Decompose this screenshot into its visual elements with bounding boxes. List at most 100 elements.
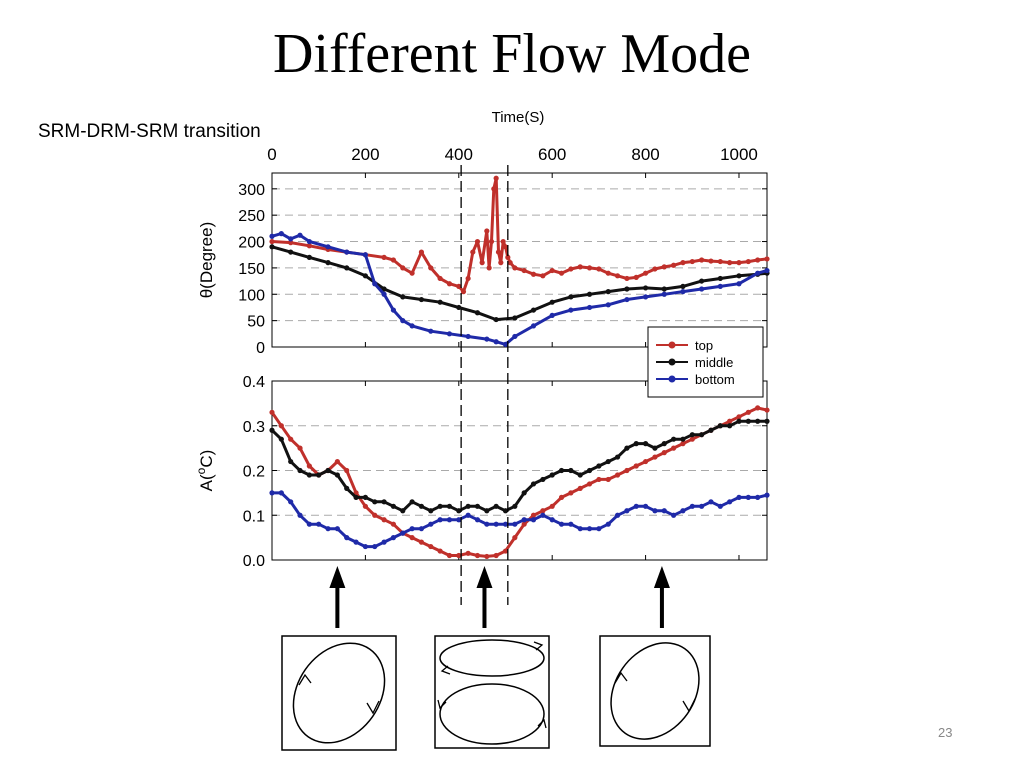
data-point-middle — [474, 503, 481, 509]
up-arrow-head — [653, 566, 670, 588]
data-point-middle — [530, 307, 537, 313]
data-point-middle — [521, 490, 527, 496]
data-point-top — [493, 175, 499, 181]
data-point-middle — [409, 499, 415, 505]
data-point-top — [409, 535, 415, 541]
data-point-middle — [512, 503, 518, 509]
data-point-top — [486, 265, 492, 271]
data-point-top — [484, 553, 490, 560]
legend-marker-top — [668, 341, 676, 349]
x-tick-label: 800 — [631, 145, 659, 164]
data-point-top — [540, 273, 546, 279]
data-point-top — [456, 552, 462, 559]
data-point-middle — [400, 508, 406, 514]
data-point-middle — [549, 472, 555, 478]
data-point-middle — [577, 472, 583, 478]
data-point-bottom — [689, 503, 695, 509]
data-point-top — [568, 266, 574, 272]
y-tick-label: 0.0 — [243, 553, 265, 570]
data-point-bottom — [409, 323, 415, 329]
data-point-middle — [596, 463, 602, 469]
data-point-top — [381, 254, 387, 260]
data-point-top — [727, 418, 733, 424]
data-point-top — [493, 552, 499, 559]
data-point-top — [512, 535, 518, 541]
data-point-bottom — [708, 499, 714, 505]
data-point-top — [269, 238, 275, 245]
upper-roll — [439, 639, 545, 677]
data-point-top — [446, 552, 453, 559]
series-line-middle — [271, 245, 768, 322]
data-point-bottom — [362, 252, 368, 258]
y-tick-label: 300 — [238, 182, 265, 199]
data-point-middle — [680, 283, 686, 289]
data-point-bottom — [764, 492, 770, 498]
data-point-top — [502, 548, 509, 554]
data-point-top — [745, 258, 751, 265]
data-point-middle — [661, 286, 667, 292]
data-point-top — [596, 266, 602, 272]
data-point-bottom — [334, 526, 340, 532]
data-point-top — [624, 275, 630, 282]
data-point-middle — [325, 467, 331, 474]
chart-subtitle: SRM-DRM-SRM transition — [38, 121, 261, 142]
data-point-middle — [288, 249, 294, 255]
data-point-top — [689, 258, 695, 265]
data-point-top — [605, 476, 611, 483]
data-point-top — [661, 450, 667, 456]
data-point-bottom — [484, 521, 490, 527]
data-point-bottom — [521, 517, 527, 523]
data-point-middle — [465, 503, 471, 509]
data-point-top — [306, 243, 312, 249]
data-point-bottom — [409, 526, 415, 532]
data-point-bottom — [661, 508, 667, 514]
data-point-top — [624, 467, 630, 474]
data-point-bottom — [278, 231, 284, 237]
data-point-middle — [568, 467, 574, 474]
y-tick-label: 100 — [238, 287, 265, 304]
data-point-bottom — [586, 304, 593, 311]
data-point-bottom — [372, 281, 378, 287]
legend-marker-middle — [668, 358, 676, 366]
data-point-top — [269, 409, 275, 415]
data-point-bottom — [493, 521, 499, 527]
y-tick-label: 0.2 — [243, 464, 265, 481]
data-point-top — [428, 265, 434, 271]
data-point-top — [652, 454, 658, 460]
data-point-top — [540, 508, 546, 514]
data-point-bottom — [512, 333, 518, 340]
data-point-top — [521, 521, 527, 527]
data-point-top — [400, 265, 406, 271]
data-point-bottom — [558, 521, 565, 527]
data-point-bottom — [699, 286, 705, 292]
data-point-middle — [736, 418, 742, 424]
data-point-top — [334, 458, 340, 465]
data-point-top — [549, 267, 555, 274]
series-line-bottom — [271, 232, 768, 346]
up-arrow-head — [476, 566, 493, 588]
data-point-bottom — [362, 543, 368, 550]
data-point-middle — [540, 476, 546, 483]
data-point-top — [680, 260, 686, 266]
page-number: 23 — [938, 725, 953, 740]
data-point-top — [428, 543, 434, 550]
data-point-top — [278, 423, 284, 429]
data-point-bottom — [372, 543, 378, 550]
x-axis-label: Time(S) — [492, 109, 545, 126]
data-point-top — [558, 494, 565, 500]
slide-title: Different Flow Mode — [273, 23, 751, 85]
legend-label-top: top — [695, 338, 713, 353]
data-point-bottom — [278, 490, 284, 496]
data-point-top — [661, 264, 667, 270]
data-point-middle — [549, 299, 555, 305]
data-point-top — [671, 262, 677, 268]
data-point-middle — [390, 503, 397, 509]
data-point-top — [727, 260, 733, 266]
data-point-top — [717, 258, 723, 265]
data-point-middle — [708, 427, 714, 433]
data-point-top — [418, 249, 425, 255]
flow-direction-arrow — [440, 665, 451, 675]
data-point-top — [680, 441, 686, 447]
data-point-bottom — [353, 539, 359, 545]
data-point-bottom — [297, 232, 303, 238]
